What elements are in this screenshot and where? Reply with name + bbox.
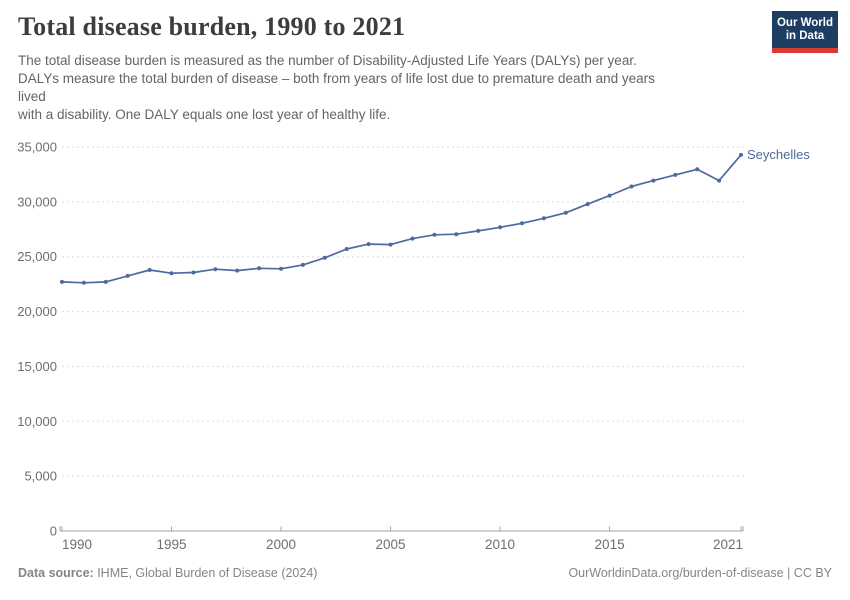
data-point[interactable]: [103, 279, 108, 284]
owid-logo-line1: Our World: [776, 17, 833, 29]
y-axis-tick-label: 30,000: [17, 194, 57, 209]
x-axis-tick-label: 2010: [485, 537, 515, 552]
owid-logo-box: Our World in Data: [772, 11, 838, 48]
data-point[interactable]: [585, 202, 590, 207]
data-point[interactable]: [147, 268, 152, 272]
owid-logo-accent-bar: [772, 48, 838, 53]
data-point[interactable]: [454, 232, 459, 237]
data-point[interactable]: [607, 193, 612, 198]
data-point[interactable]: [191, 270, 196, 275]
y-axis-tick-label: 5,000: [24, 469, 57, 484]
chart-footer: Data source: IHME, Global Burden of Dise…: [18, 566, 832, 580]
series-end-label[interactable]: Seychelles: [747, 147, 810, 162]
y-axis-tick-label: 10,000: [17, 414, 57, 429]
data-source: Data source: IHME, Global Burden of Dise…: [18, 566, 317, 580]
data-point[interactable]: [60, 279, 64, 284]
data-point[interactable]: [476, 228, 481, 233]
subtitle-line: with a disability. One DALY equals one l…: [18, 107, 391, 122]
chart-title: Total disease burden, 1990 to 2021: [18, 12, 406, 41]
subtitle-line: DALYs measure the total burden of diseas…: [18, 71, 655, 86]
x-axis-tick-label: 1990: [62, 537, 92, 552]
data-point[interactable]: [717, 178, 722, 183]
data-point[interactable]: [169, 271, 174, 276]
data-point[interactable]: [432, 232, 437, 237]
series-line-seychelles[interactable]: [61, 154, 742, 284]
x-axis-tick-label: 2000: [266, 537, 296, 552]
data-point[interactable]: [344, 247, 349, 251]
data-point[interactable]: [300, 262, 305, 267]
data-point[interactable]: [81, 280, 86, 285]
data-source-label: Data source:: [18, 566, 94, 580]
subtitle-line: The total disease burden is measured as …: [18, 53, 637, 68]
owid-logo-line2: in Data: [785, 30, 825, 42]
data-source-value: IHME, Global Burden of Disease (2024): [93, 566, 318, 580]
y-axis-tick-label: 15,000: [17, 359, 57, 374]
data-point[interactable]: [541, 216, 546, 221]
data-point[interactable]: [739, 152, 743, 157]
data-point[interactable]: [213, 267, 218, 272]
y-axis-tick-label: 25,000: [17, 249, 57, 264]
data-point[interactable]: [125, 273, 130, 278]
data-point[interactable]: [563, 210, 568, 215]
data-point[interactable]: [629, 184, 634, 189]
data-point[interactable]: [257, 266, 262, 271]
data-point[interactable]: [366, 242, 371, 247]
x-axis-tick-label: 2005: [376, 537, 406, 552]
credit-link[interactable]: OurWorldinData.org/burden-of-disease | C…: [568, 566, 832, 580]
y-axis-tick-label: 20,000: [17, 304, 57, 319]
data-point[interactable]: [410, 236, 415, 241]
x-axis-tick-label: 2015: [595, 537, 625, 552]
data-point[interactable]: [520, 221, 524, 226]
data-point[interactable]: [498, 225, 503, 230]
y-axis-tick-label: 35,000: [17, 140, 57, 155]
data-point[interactable]: [388, 242, 393, 247]
chart-subtitle: The total disease burden is measured as …: [18, 52, 758, 124]
data-point[interactable]: [673, 172, 678, 177]
owid-logo[interactable]: Our World in Data: [772, 11, 838, 53]
x-axis-tick-label: 2021: [713, 537, 743, 552]
data-point[interactable]: [695, 167, 700, 172]
subtitle-line: lived: [18, 89, 46, 104]
x-axis-tick-label: 1995: [156, 537, 186, 552]
data-point[interactable]: [235, 268, 240, 273]
data-point[interactable]: [322, 255, 327, 260]
data-point[interactable]: [651, 178, 656, 183]
y-axis-tick-label: 0: [50, 524, 57, 539]
data-point[interactable]: [279, 266, 283, 271]
